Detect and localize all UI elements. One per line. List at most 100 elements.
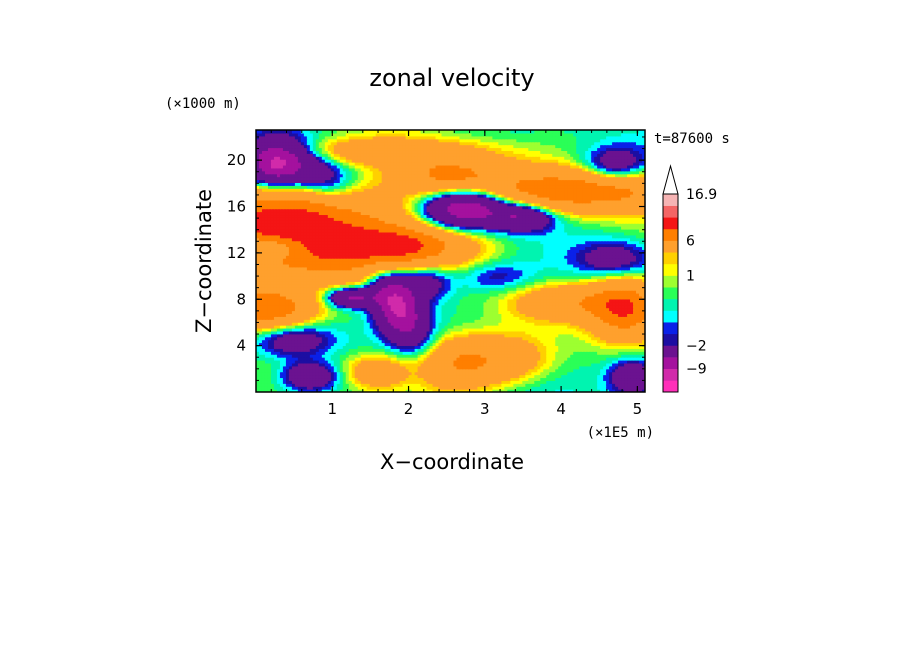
- field-cell: [522, 362, 526, 367]
- field-cell: [585, 345, 589, 349]
- field-cell: [501, 325, 505, 329]
- field-cell: [525, 330, 529, 335]
- field-cell: [315, 310, 320, 314]
- field-cell: [339, 348, 344, 352]
- field-cell: [381, 325, 386, 329]
- field-cell: [564, 287, 568, 291]
- field-cell: [378, 284, 383, 288]
- field-cell: [474, 281, 479, 285]
- field-cell: [492, 295, 496, 300]
- field-cell: [531, 281, 535, 285]
- field-cell: [525, 345, 529, 349]
- field-cell: [270, 354, 275, 358]
- field-cell: [315, 377, 320, 381]
- field-cell: [486, 330, 490, 335]
- field-cell: [342, 354, 347, 358]
- field-cell: [375, 313, 380, 317]
- field-cell: [321, 325, 326, 329]
- field-cell: [402, 290, 407, 294]
- field-cell: [501, 327, 505, 332]
- field-cell: [318, 301, 323, 306]
- field-cell: [375, 389, 380, 392]
- field-cell: [456, 380, 461, 384]
- field-cell: [630, 313, 634, 317]
- field-cell: [342, 368, 347, 373]
- field-cell: [354, 333, 359, 338]
- field-cell: [348, 354, 353, 358]
- field-cell: [570, 281, 574, 285]
- field-cell: [411, 354, 416, 358]
- field-cell: [555, 336, 559, 341]
- field-cell: [474, 284, 479, 288]
- field-cell: [366, 316, 371, 320]
- field-cell: [276, 284, 281, 288]
- field-cell: [300, 362, 305, 367]
- field-cell: [291, 313, 296, 317]
- field-cell: [327, 327, 332, 332]
- field-cell: [426, 295, 431, 300]
- field-cell: [558, 327, 562, 332]
- field-cell: [327, 362, 332, 367]
- field-cell: [621, 386, 625, 390]
- field-cell: [258, 389, 263, 392]
- field-cell: [417, 310, 422, 314]
- field-cell: [441, 383, 446, 387]
- time-label: t=87600 s: [654, 131, 730, 147]
- field-cell: [633, 380, 637, 384]
- field-cell: [414, 293, 419, 297]
- field-cell: [441, 310, 446, 314]
- field-cell: [429, 345, 434, 349]
- field-cell: [384, 322, 389, 326]
- field-cell: [273, 386, 278, 390]
- field-cell: [297, 368, 302, 373]
- field-cell: [366, 284, 371, 288]
- field-cell: [465, 319, 470, 323]
- field-cell: [540, 310, 544, 314]
- field-cell: [555, 327, 559, 332]
- field-cell: [288, 304, 293, 309]
- field-cell: [273, 307, 278, 312]
- field-cell: [453, 307, 458, 312]
- field-cell: [315, 278, 320, 282]
- field-cell: [507, 330, 511, 335]
- field-cell: [306, 330, 311, 335]
- field-cell: [282, 319, 287, 323]
- field-cell: [264, 316, 269, 320]
- field-cell: [633, 290, 637, 294]
- field-cell: [597, 348, 601, 352]
- field-cell: [564, 386, 568, 390]
- field-cell: [291, 351, 296, 355]
- field-cell: [414, 325, 419, 329]
- field-cell: [405, 304, 410, 309]
- field-cell: [429, 325, 434, 329]
- field-cell: [423, 330, 428, 335]
- field-cell: [546, 389, 550, 392]
- field-cell: [426, 333, 431, 338]
- field-cell: [447, 362, 452, 367]
- field-cell: [396, 342, 401, 347]
- field-cell: [393, 368, 398, 373]
- field-cell: [627, 383, 631, 387]
- field-cell: [369, 348, 374, 352]
- field-cell: [405, 371, 410, 376]
- field-cell: [405, 368, 410, 373]
- field-cell: [522, 383, 526, 387]
- field-cell: [270, 365, 275, 370]
- field-cell: [276, 330, 281, 335]
- field-cell: [438, 295, 443, 300]
- field-cell: [333, 374, 338, 379]
- field-cell: [642, 359, 645, 364]
- field-cell: [501, 316, 505, 320]
- field-cell: [351, 330, 356, 335]
- field-cell: [474, 336, 479, 341]
- field-cell: [282, 386, 287, 390]
- field-cell: [444, 357, 449, 361]
- field-cell: [465, 281, 470, 285]
- field-cell: [624, 287, 628, 291]
- field-cell: [375, 293, 380, 297]
- field-cell: [438, 290, 443, 294]
- field-cell: [570, 319, 574, 323]
- field-cell: [462, 313, 467, 317]
- field-cell: [303, 284, 308, 288]
- field-cell: [522, 325, 526, 329]
